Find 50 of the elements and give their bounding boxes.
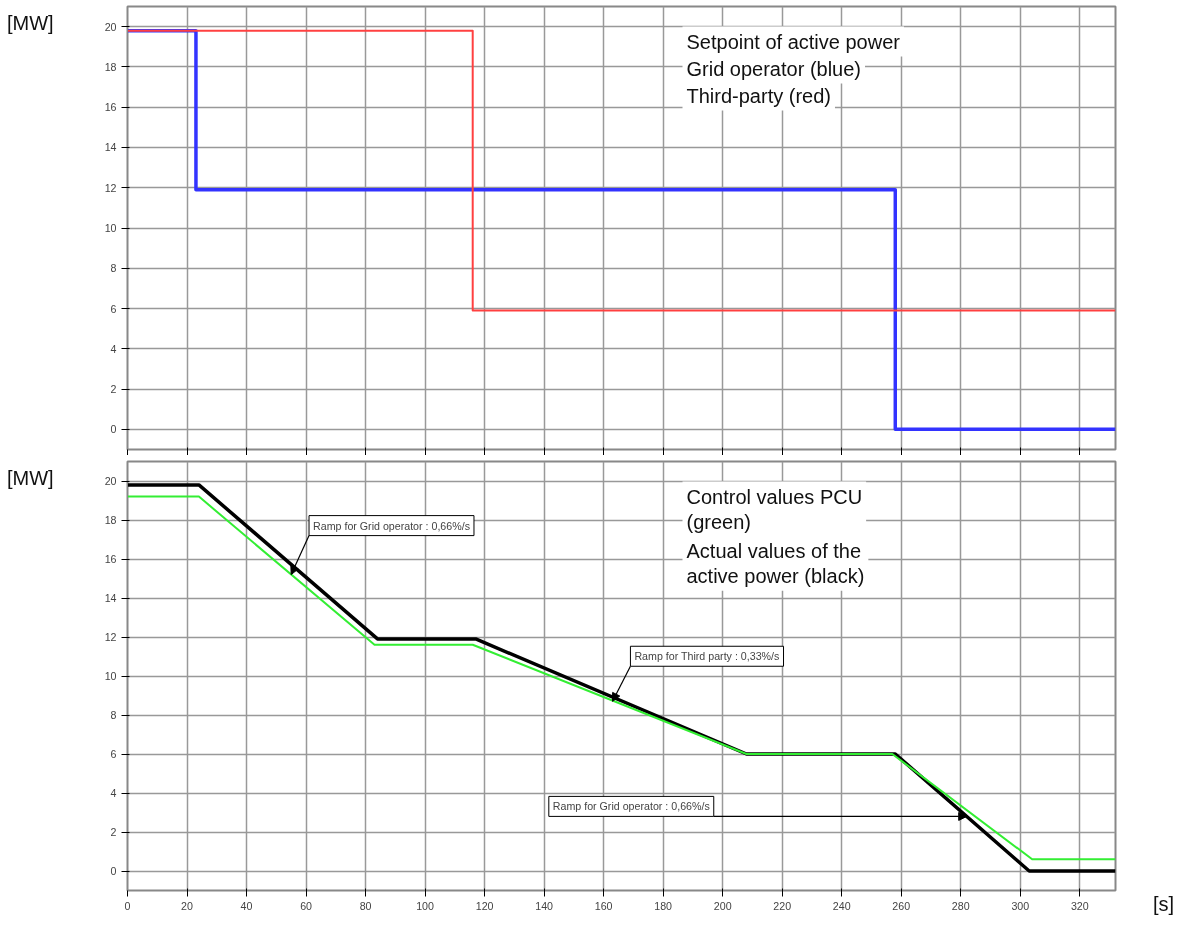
y-tick-label: 20 — [104, 475, 117, 487]
x-tick-label: 280 — [951, 899, 970, 912]
y-tick-label: 10 — [104, 670, 117, 682]
x-tick-label: 40 — [240, 899, 253, 912]
y-tick-label: 16 — [104, 101, 117, 114]
y-tick-label: 4 — [110, 342, 117, 355]
annotation: Setpoint of active power — [686, 30, 901, 53]
y-tick-label: 18 — [104, 514, 117, 526]
y-tick-label: 18 — [104, 60, 117, 73]
x-tick-label: 200 — [713, 899, 732, 912]
y-tick-label: 12 — [104, 181, 117, 194]
annotation: Ramp for Third party : 0,33%/s — [634, 650, 780, 663]
y-tick-label: 0 — [110, 865, 117, 877]
x-tick-label: 20 — [181, 899, 194, 912]
x-tick-label: 120 — [475, 899, 494, 912]
y-axis-title: [MW] — [7, 11, 54, 36]
x-tick-label: 0 — [124, 899, 131, 912]
x-tick-label: 60 — [300, 899, 313, 912]
y-tick-label: 8 — [110, 709, 117, 721]
x-axis-title: [s] — [1153, 892, 1175, 917]
y-axis-title: [MW] — [7, 466, 54, 491]
y-tick-label: 10 — [104, 222, 117, 234]
y-tick-label: 2 — [110, 383, 117, 396]
y-tick-label: 20 — [104, 20, 117, 33]
y-tick-label: 4 — [110, 787, 117, 799]
x-tick-label: 80 — [359, 899, 372, 912]
x-tick-label: 140 — [535, 899, 554, 912]
x-tick-label: 240 — [832, 899, 851, 912]
x-tick-label: 300 — [1011, 899, 1030, 912]
annotation: Ramp for Grid operator : 0,66%/s — [552, 800, 710, 813]
x-tick-label: 320 — [1070, 899, 1089, 912]
x-tick-label: 180 — [654, 899, 673, 912]
y-tick-label: 0 — [110, 423, 117, 436]
annotation: Third-party (red) — [686, 84, 831, 107]
annotation: Grid operator (blue) — [686, 57, 862, 80]
y-tick-label: 2 — [110, 826, 117, 838]
y-tick-label: 6 — [110, 302, 117, 315]
x-tick-label: 220 — [773, 899, 792, 912]
annotation: Control values PCU (green) — [686, 485, 863, 533]
x-tick-label: 100 — [416, 899, 435, 912]
x-tick-label: 260 — [892, 899, 911, 912]
y-tick-label: 12 — [104, 631, 117, 643]
annotation: Ramp for Grid operator : 0,66%/s — [313, 519, 470, 532]
y-tick-label: 14 — [104, 592, 117, 604]
annotation: Actual values of the active power (black) — [686, 539, 865, 587]
y-tick-label: 6 — [110, 748, 117, 760]
y-tick-label: 14 — [104, 141, 117, 154]
y-tick-label: 16 — [104, 553, 117, 565]
y-tick-label: 8 — [110, 262, 117, 275]
x-tick-label: 160 — [594, 899, 613, 912]
